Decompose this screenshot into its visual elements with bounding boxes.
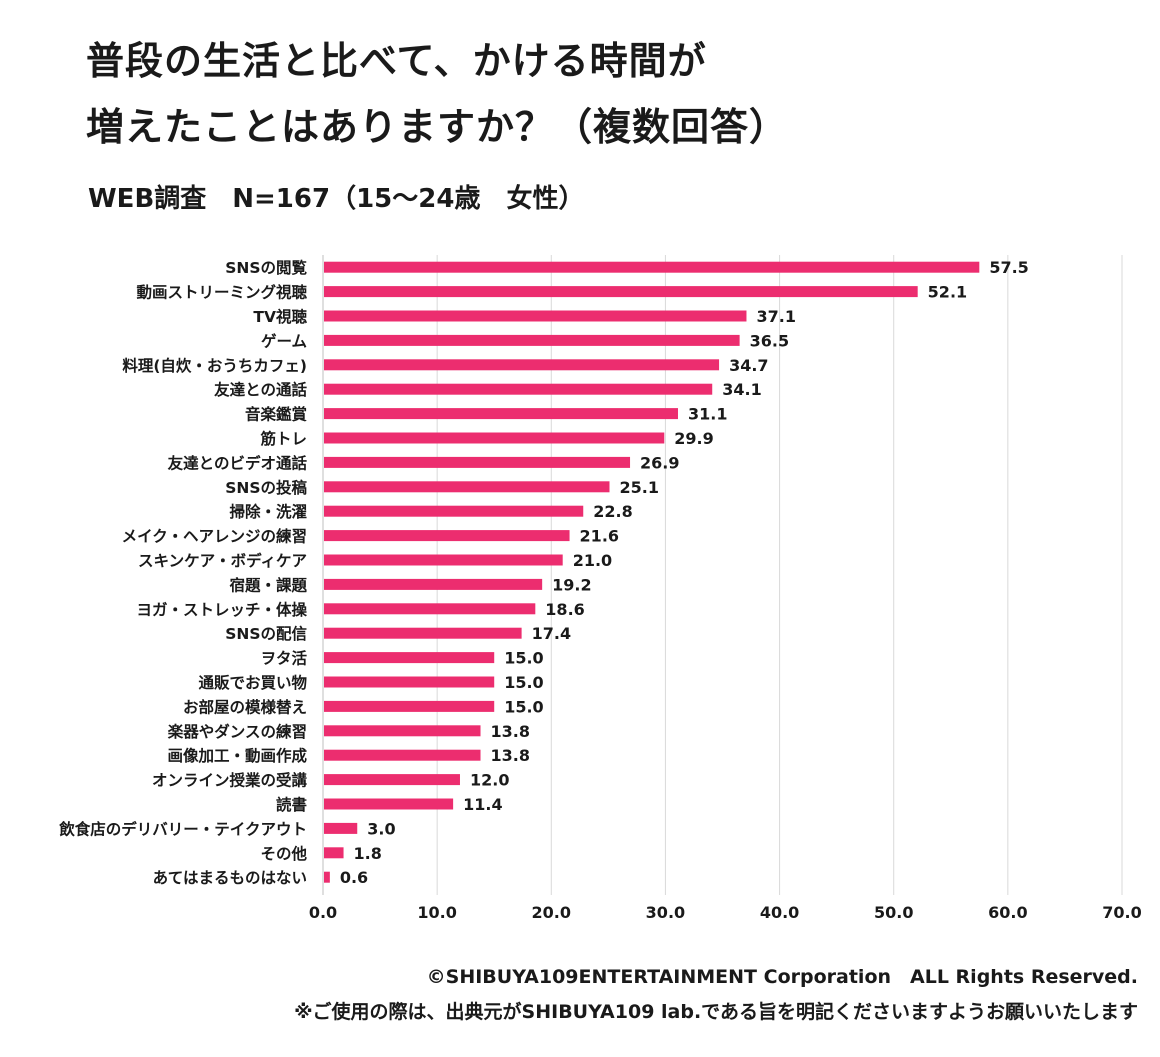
data-label: 34.7: [729, 356, 768, 375]
category-label: その他: [260, 844, 307, 863]
data-label: 37.1: [756, 307, 795, 326]
category-label: 通販でお買い物: [198, 673, 307, 692]
data-label: 15.0: [504, 697, 543, 716]
category-label: メイク・ヘアレンジの練習: [122, 527, 307, 546]
category-label: ヨガ・ストレッチ・体操: [136, 600, 307, 619]
data-label: 29.9: [674, 429, 713, 448]
category-label: オンライン授業の受講: [152, 771, 308, 790]
data-label: 34.1: [722, 380, 761, 399]
category-label: 音楽鑑賞: [245, 405, 308, 424]
x-tick-label: 50.0: [874, 903, 913, 922]
bar: [324, 505, 584, 517]
category-label: 料理(自炊・おうちカフェ): [122, 356, 307, 375]
bar: [324, 310, 747, 322]
bar: [324, 530, 570, 542]
bar: [324, 481, 610, 493]
bar: [324, 871, 330, 883]
data-label: 12.0: [470, 771, 509, 790]
category-label: SNSの配信: [225, 624, 307, 643]
bar: [324, 652, 495, 664]
x-tick-label: 10.0: [417, 903, 456, 922]
category-label: 友達とのビデオ通話: [168, 453, 308, 472]
bar: [324, 749, 481, 761]
data-label: 26.9: [640, 453, 679, 472]
category-label: SNSの閲覧: [225, 258, 307, 277]
category-label: ヲタ活: [260, 649, 307, 668]
x-tick-label: 20.0: [532, 903, 571, 922]
category-label: 飲食店のデリバリー・テイクアウト: [58, 819, 307, 838]
bar: [324, 603, 536, 615]
bar: [324, 359, 720, 371]
data-label: 11.4: [463, 795, 502, 814]
data-label: 31.1: [688, 405, 727, 424]
chart-subtitle: WEB調査 N=167（15～24歳 女性）: [88, 184, 585, 214]
bar: [324, 798, 454, 810]
chart-title-line1: 普段の生活と比べて、かける時間が: [86, 39, 707, 83]
category-label: TV視聴: [253, 307, 307, 326]
category-label: 読書: [276, 795, 307, 814]
data-label: 15.0: [504, 673, 543, 692]
category-label: 友達との通話: [214, 380, 307, 399]
bar: [324, 383, 713, 395]
bar: [324, 456, 631, 468]
x-tick-label: 40.0: [760, 903, 799, 922]
x-tick-label: 0.0: [309, 903, 337, 922]
category-label: 宿題・課題: [229, 575, 307, 594]
data-label: 19.2: [552, 575, 591, 594]
bar: [324, 408, 678, 420]
bar: [324, 676, 495, 688]
data-label: 52.1: [928, 283, 967, 302]
bar: [324, 432, 665, 444]
copyright-footer: ©SHIBUYA109ENTERTAINMENT Corporation ALL…: [426, 966, 1138, 988]
data-label: 0.6: [340, 868, 368, 887]
bar: [324, 261, 980, 273]
chart-title-line2: 増えたことはありますか？（複数回答）: [86, 105, 789, 149]
bar: [324, 822, 358, 834]
data-label: 57.5: [989, 258, 1028, 277]
category-label: 筋トレ: [259, 429, 307, 448]
bar: [324, 725, 481, 737]
data-label: 25.1: [619, 478, 658, 497]
category-label: スキンケア・ボディケア: [138, 551, 307, 570]
category-label: あてはまるものはない: [153, 869, 307, 887]
data-label: 21.6: [580, 527, 619, 546]
data-label: 15.0: [504, 649, 543, 668]
bar-chart: 0.0 10.0 20.0 30.0 40.0 50.0 60.0 70.0 SNSの閲覧 57.…: [58, 255, 1142, 922]
x-tick-label: 70.0: [1102, 903, 1141, 922]
category-label: 楽器やダンスの練習: [168, 722, 307, 741]
category-label: ゲーム: [261, 331, 307, 350]
bar: [324, 700, 495, 712]
x-tick-label: 30.0: [646, 903, 685, 922]
category-label: SNSの投稿: [225, 478, 307, 497]
category-label: 画像加工・動画作成: [167, 746, 307, 765]
data-label: 36.5: [750, 331, 789, 350]
category-label: 動画ストリーミング視聴: [136, 283, 307, 302]
bar: [324, 627, 522, 639]
data-label: 22.8: [593, 502, 632, 521]
bar: [324, 847, 344, 859]
bar: [324, 554, 563, 566]
bar: [324, 334, 740, 346]
x-tick-label: 60.0: [988, 903, 1027, 922]
bar: [324, 578, 543, 590]
data-label: 1.8: [354, 844, 382, 863]
data-label: 13.8: [491, 746, 530, 765]
data-label: 18.6: [545, 600, 584, 619]
data-label: 17.4: [532, 624, 571, 643]
bar: [324, 774, 460, 786]
category-label: 掃除・洗濯: [229, 502, 307, 521]
category-label: お部屋の模様替え: [183, 697, 307, 716]
data-label: 3.0: [367, 819, 395, 838]
usage-note-footer: ※ご使用の際は、出典元がSHIBUYA109 lab.である旨を明記くださいます…: [294, 1001, 1138, 1023]
bar: [324, 286, 918, 298]
data-label: 21.0: [573, 551, 612, 570]
data-label: 13.8: [491, 722, 530, 741]
